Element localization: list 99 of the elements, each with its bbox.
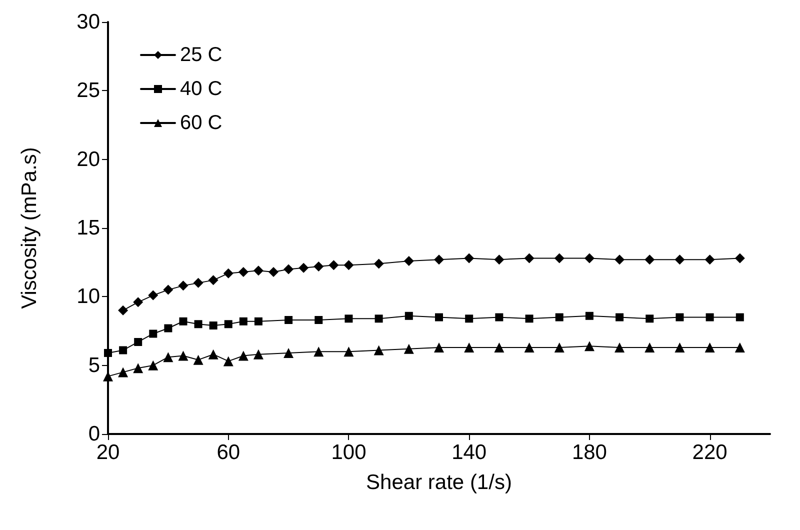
point: [314, 316, 323, 324]
point: [736, 313, 744, 322]
legend-label: 40 C: [180, 78, 222, 100]
point: [374, 345, 384, 356]
point: [178, 350, 188, 361]
point: [464, 253, 474, 264]
point: [584, 253, 594, 264]
point: [238, 350, 248, 361]
point: [734, 253, 745, 264]
point: [644, 342, 655, 352]
point: [706, 313, 714, 322]
x-tick-label: 220: [692, 441, 728, 464]
point: [223, 268, 234, 278]
point: [164, 324, 172, 332]
x-tick-label: 140: [452, 441, 487, 464]
point: [193, 278, 204, 288]
point: [148, 360, 158, 370]
point: [434, 254, 444, 265]
point: [585, 312, 594, 320]
point: [434, 342, 444, 352]
legend-label: 25 C: [180, 44, 222, 66]
y-axis-title: Viscosity (mPa.s): [18, 147, 41, 309]
point: [404, 256, 414, 266]
point: [133, 363, 144, 374]
point: [134, 338, 142, 346]
point: [254, 317, 262, 326]
point: [208, 349, 218, 360]
point: [314, 261, 324, 272]
y-tick-label: 10: [76, 285, 100, 308]
x-tick-label: 180: [572, 441, 607, 464]
point: [163, 352, 174, 362]
point: [284, 316, 293, 324]
y-tick-label: 15: [76, 216, 100, 240]
point: [524, 253, 534, 264]
y-tick-label: 20: [76, 148, 100, 171]
point: [344, 260, 354, 270]
point: [118, 305, 128, 316]
point: [494, 342, 504, 352]
point: [344, 314, 353, 323]
point: [344, 346, 354, 357]
point: [676, 313, 684, 322]
point: [374, 258, 384, 269]
point: [224, 320, 232, 328]
point: [119, 346, 128, 354]
point: [163, 284, 174, 295]
point: [524, 342, 534, 352]
point: [614, 342, 625, 352]
point: [149, 330, 158, 338]
y-tick-label: 0: [88, 422, 100, 446]
point: [193, 354, 204, 365]
point: [238, 266, 248, 277]
point: [118, 367, 128, 378]
point: [404, 344, 414, 354]
point: [253, 266, 264, 276]
point: [284, 264, 294, 274]
point: [646, 314, 654, 323]
point: [209, 322, 218, 330]
x-tick-label: 60: [216, 441, 240, 464]
point: [464, 342, 474, 352]
point: [644, 254, 655, 265]
point: [616, 313, 624, 322]
y-tick-label: 5: [88, 354, 100, 377]
point: [614, 254, 625, 265]
point: [435, 313, 443, 322]
x-tick-label: 100: [331, 441, 366, 464]
point: [704, 254, 715, 265]
x-axis-title: Shear rate (1/s): [366, 471, 512, 494]
point: [734, 342, 745, 352]
point: [554, 253, 564, 264]
point: [253, 349, 264, 360]
point: [674, 254, 685, 265]
point: [239, 317, 248, 326]
point: [223, 356, 234, 366]
point: [404, 312, 413, 320]
point: [268, 266, 278, 277]
legend-label: 60 C: [180, 112, 222, 134]
point: [525, 314, 534, 323]
y-tick-label: 30: [76, 10, 100, 34]
point: [374, 314, 383, 323]
point: [494, 254, 504, 265]
point: [179, 317, 188, 326]
point: [555, 313, 564, 322]
point: [178, 280, 188, 291]
point: [104, 348, 112, 357]
point: [194, 320, 202, 328]
point: [328, 260, 339, 270]
point: [284, 348, 294, 358]
point: [584, 341, 594, 352]
point: [298, 262, 309, 273]
point: [465, 314, 474, 323]
point: [133, 297, 144, 308]
point: [495, 313, 504, 322]
y-tick-label: 25: [76, 79, 100, 102]
point: [704, 342, 715, 352]
point: [314, 346, 324, 357]
point: [554, 342, 564, 352]
point: [674, 342, 685, 352]
point: [148, 290, 158, 300]
point: [208, 275, 218, 286]
